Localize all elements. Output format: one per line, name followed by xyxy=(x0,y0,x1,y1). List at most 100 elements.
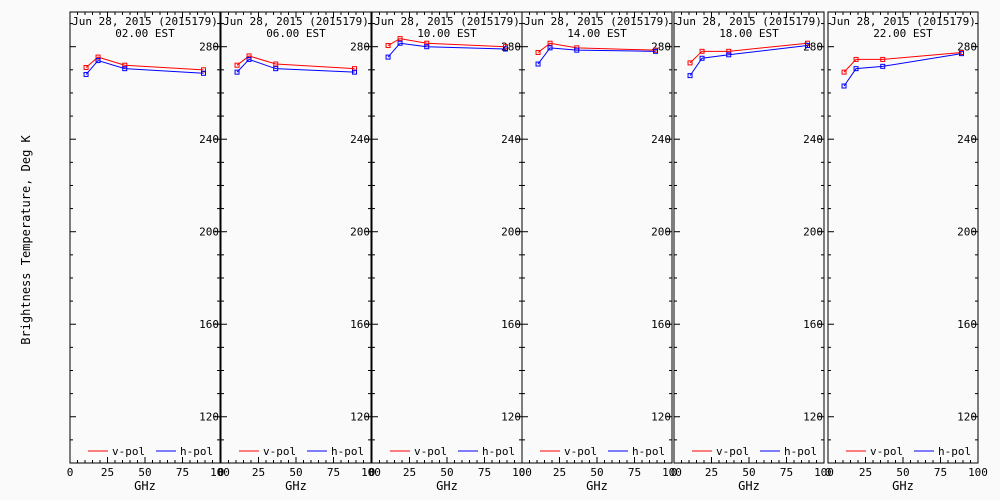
chart-panel-4: Jun 28, 2015 (2015179)14.00 EST 120 160 200… xyxy=(519,11,682,493)
panel-title: Jun 28, 2015 (2015179) xyxy=(374,15,520,28)
panel-title: Jun 28, 2015 (2015179) xyxy=(830,15,976,28)
y-tick-label: 200 xyxy=(501,226,521,239)
series-line-v-pol xyxy=(85,56,204,71)
data-point-h-pol xyxy=(574,47,580,53)
series-line-h-pol xyxy=(689,45,808,76)
x-tick-label: 75 xyxy=(780,466,793,479)
x-tick-label: 50 xyxy=(590,466,603,479)
data-point-v-pol xyxy=(201,67,206,73)
data-point-v-pol xyxy=(535,49,541,55)
panel-frame xyxy=(220,11,372,464)
data-point-v-pol xyxy=(122,62,128,68)
data-point-h-pol xyxy=(880,63,886,69)
y-tick-label: 120 xyxy=(803,411,823,424)
data-point-v-pol xyxy=(547,40,553,46)
y-tick-label: 120 xyxy=(501,411,521,424)
data-point-h-pol xyxy=(699,55,705,61)
series-line-h-pol xyxy=(236,58,355,73)
x-tick-label: 0 xyxy=(369,466,376,479)
y-tick-label: 200 xyxy=(957,226,977,239)
panel-title: Jun 28, 2015 (2015179) xyxy=(72,15,218,28)
series-line-v-pol xyxy=(689,42,808,64)
data-point-h-pol xyxy=(653,48,658,54)
data-point-h-pol xyxy=(122,66,128,72)
x-tick-label: 100 xyxy=(361,466,381,479)
x-tick-label: 100 xyxy=(210,466,230,479)
data-point-h-pol xyxy=(246,56,252,62)
y-tick-label: 240 xyxy=(199,133,219,146)
data-point-v-pol xyxy=(273,61,279,67)
x-tick-label: 0 xyxy=(519,466,526,479)
data-point-h-pol xyxy=(853,66,859,72)
y-tick-label: 240 xyxy=(651,133,671,146)
data-point-v-pol xyxy=(841,69,847,75)
chart-panel-1: Jun 28, 2015 (2015179)02.00 EST 120 160 200… xyxy=(67,11,230,493)
data-point-v-pol xyxy=(95,54,101,60)
y-tick-label: 240 xyxy=(501,133,521,146)
data-point-v-pol xyxy=(699,48,705,54)
x-tick-label: 0 xyxy=(671,466,678,479)
x-tick-label: 75 xyxy=(934,466,947,479)
panel-frame xyxy=(673,11,825,464)
chart-panel-5: Jun 28, 2015 (2015179)18.00 EST 120 160 200… xyxy=(671,11,834,493)
data-point-h-pol xyxy=(95,58,101,64)
y-tick-label: 280 xyxy=(501,41,521,54)
data-point-h-pol xyxy=(83,71,89,77)
data-point-v-pol xyxy=(853,56,859,62)
series-line-h-pol xyxy=(85,59,204,75)
y-tick-label: 200 xyxy=(651,226,671,239)
x-tick-label: 25 xyxy=(252,466,265,479)
x-tick-label: 0 xyxy=(67,466,74,479)
x-tick-label: 50 xyxy=(138,466,151,479)
y-tick-label: 120 xyxy=(350,411,370,424)
legend-label-h-pol: h-pol xyxy=(938,445,971,458)
series-line-h-pol xyxy=(537,47,656,65)
data-point-v-pol xyxy=(83,65,89,71)
chart-panel-2: Jun 28, 2015 (2015179)06.00 EST 120 160 200… xyxy=(218,11,381,493)
y-axis-label: Brightness Temperature, Deg K xyxy=(19,134,33,344)
x-tick-label: 100 xyxy=(512,466,532,479)
y-tick-label: 240 xyxy=(350,133,370,146)
x-tick-label: 50 xyxy=(742,466,755,479)
panel-subtitle: 10.00 EST xyxy=(417,27,477,40)
data-point-h-pol xyxy=(234,69,240,75)
chart-panel-6: Jun 28, 2015 (2015179)22.00 EST 120 160 200… xyxy=(825,11,988,493)
legend-label-v-pol: v-pol xyxy=(716,445,749,458)
data-point-v-pol xyxy=(880,56,886,62)
y-tick-label: 160 xyxy=(803,318,823,331)
x-tick-label: 0 xyxy=(825,466,832,479)
x-tick-label: 100 xyxy=(968,466,988,479)
series-line-h-pol xyxy=(387,42,506,58)
y-tick-label: 200 xyxy=(350,226,370,239)
panel-subtitle: 14.00 EST xyxy=(567,27,627,40)
legend-label-h-pol: h-pol xyxy=(482,445,515,458)
x-tick-label: 75 xyxy=(628,466,641,479)
legend-label-h-pol: h-pol xyxy=(784,445,817,458)
data-point-h-pol xyxy=(805,43,810,49)
y-tick-label: 160 xyxy=(199,318,219,331)
y-tick-label: 240 xyxy=(803,133,823,146)
series-line-v-pol xyxy=(843,51,962,73)
panel-subtitle: 18.00 EST xyxy=(719,27,779,40)
y-tick-label: 280 xyxy=(199,41,219,54)
data-point-h-pol xyxy=(841,83,847,89)
legend-label-h-pol: h-pol xyxy=(180,445,213,458)
data-point-v-pol xyxy=(246,53,252,59)
y-tick-label: 120 xyxy=(957,411,977,424)
data-point-h-pol xyxy=(352,69,357,75)
panel-title: Jun 28, 2015 (2015179) xyxy=(676,15,822,28)
y-tick-label: 280 xyxy=(651,41,671,54)
x-axis-label: GHz xyxy=(436,479,458,493)
x-tick-label: 75 xyxy=(327,466,340,479)
y-tick-label: 160 xyxy=(350,318,370,331)
x-tick-label: 25 xyxy=(101,466,114,479)
x-axis-label: GHz xyxy=(892,479,914,493)
x-tick-label: 75 xyxy=(478,466,491,479)
x-tick-label: 25 xyxy=(705,466,718,479)
panel-frame xyxy=(521,11,673,464)
y-tick-label: 120 xyxy=(199,411,219,424)
y-tick-label: 160 xyxy=(957,318,977,331)
data-point-h-pol xyxy=(201,70,206,76)
series-line-h-pol xyxy=(843,53,962,87)
